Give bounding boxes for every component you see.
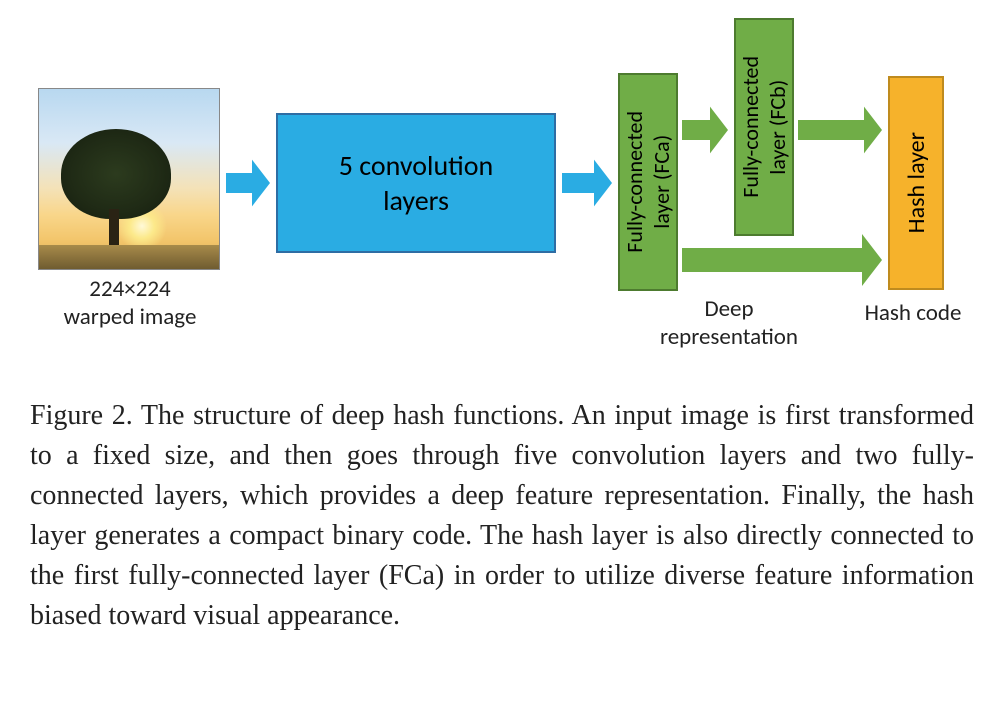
input-image [38,88,220,270]
fca-label: Fully-connected layer (FCa) [621,111,675,253]
figure-caption-body: The structure of deep hash functions. An… [30,400,974,631]
input-image-caption-line2: warped image [64,303,197,331]
deep-representation-line1: Deep [704,295,753,323]
conv-layers-label: 5 convolution layers [339,148,494,218]
deep-representation-line2: representation [660,323,798,351]
arrow-fca-to-hash [682,234,882,286]
figure-caption-lead: Figure 2. [30,400,133,431]
arrow-fca-to-fcb [682,107,728,154]
arrow-img-to-conv [226,160,270,207]
hash-code-label: Hash code [838,300,988,328]
fcb-label: Fully-connected layer (FCb) [737,56,791,198]
conv-layers-block: 5 convolution layers [276,113,556,253]
fca-block: Fully-connected layer (FCa) [618,73,678,291]
deep-representation-label: Deep representation [624,296,834,351]
arrow-conv-to-fca [562,160,612,207]
image-trunk [109,209,119,249]
arrow-fcb-to-hash [798,107,882,154]
fcb-block: Fully-connected layer (FCb) [734,18,794,236]
image-ground [39,245,219,269]
hash-layer-block: Hash layer [888,76,944,290]
hash-code-line1: Hash code [865,299,962,327]
input-image-caption: 224×224 warped image [30,276,230,331]
hash-layer-label: Hash layer [902,132,931,233]
figure-caption: Figure 2. The structure of deep hash fun… [30,396,974,636]
page: 5 convolution layers Fully-connected lay… [0,0,1004,720]
image-tree [61,129,171,219]
input-image-caption-line1: 224×224 [89,275,170,303]
architecture-diagram: 5 convolution layers Fully-connected lay… [30,18,974,378]
